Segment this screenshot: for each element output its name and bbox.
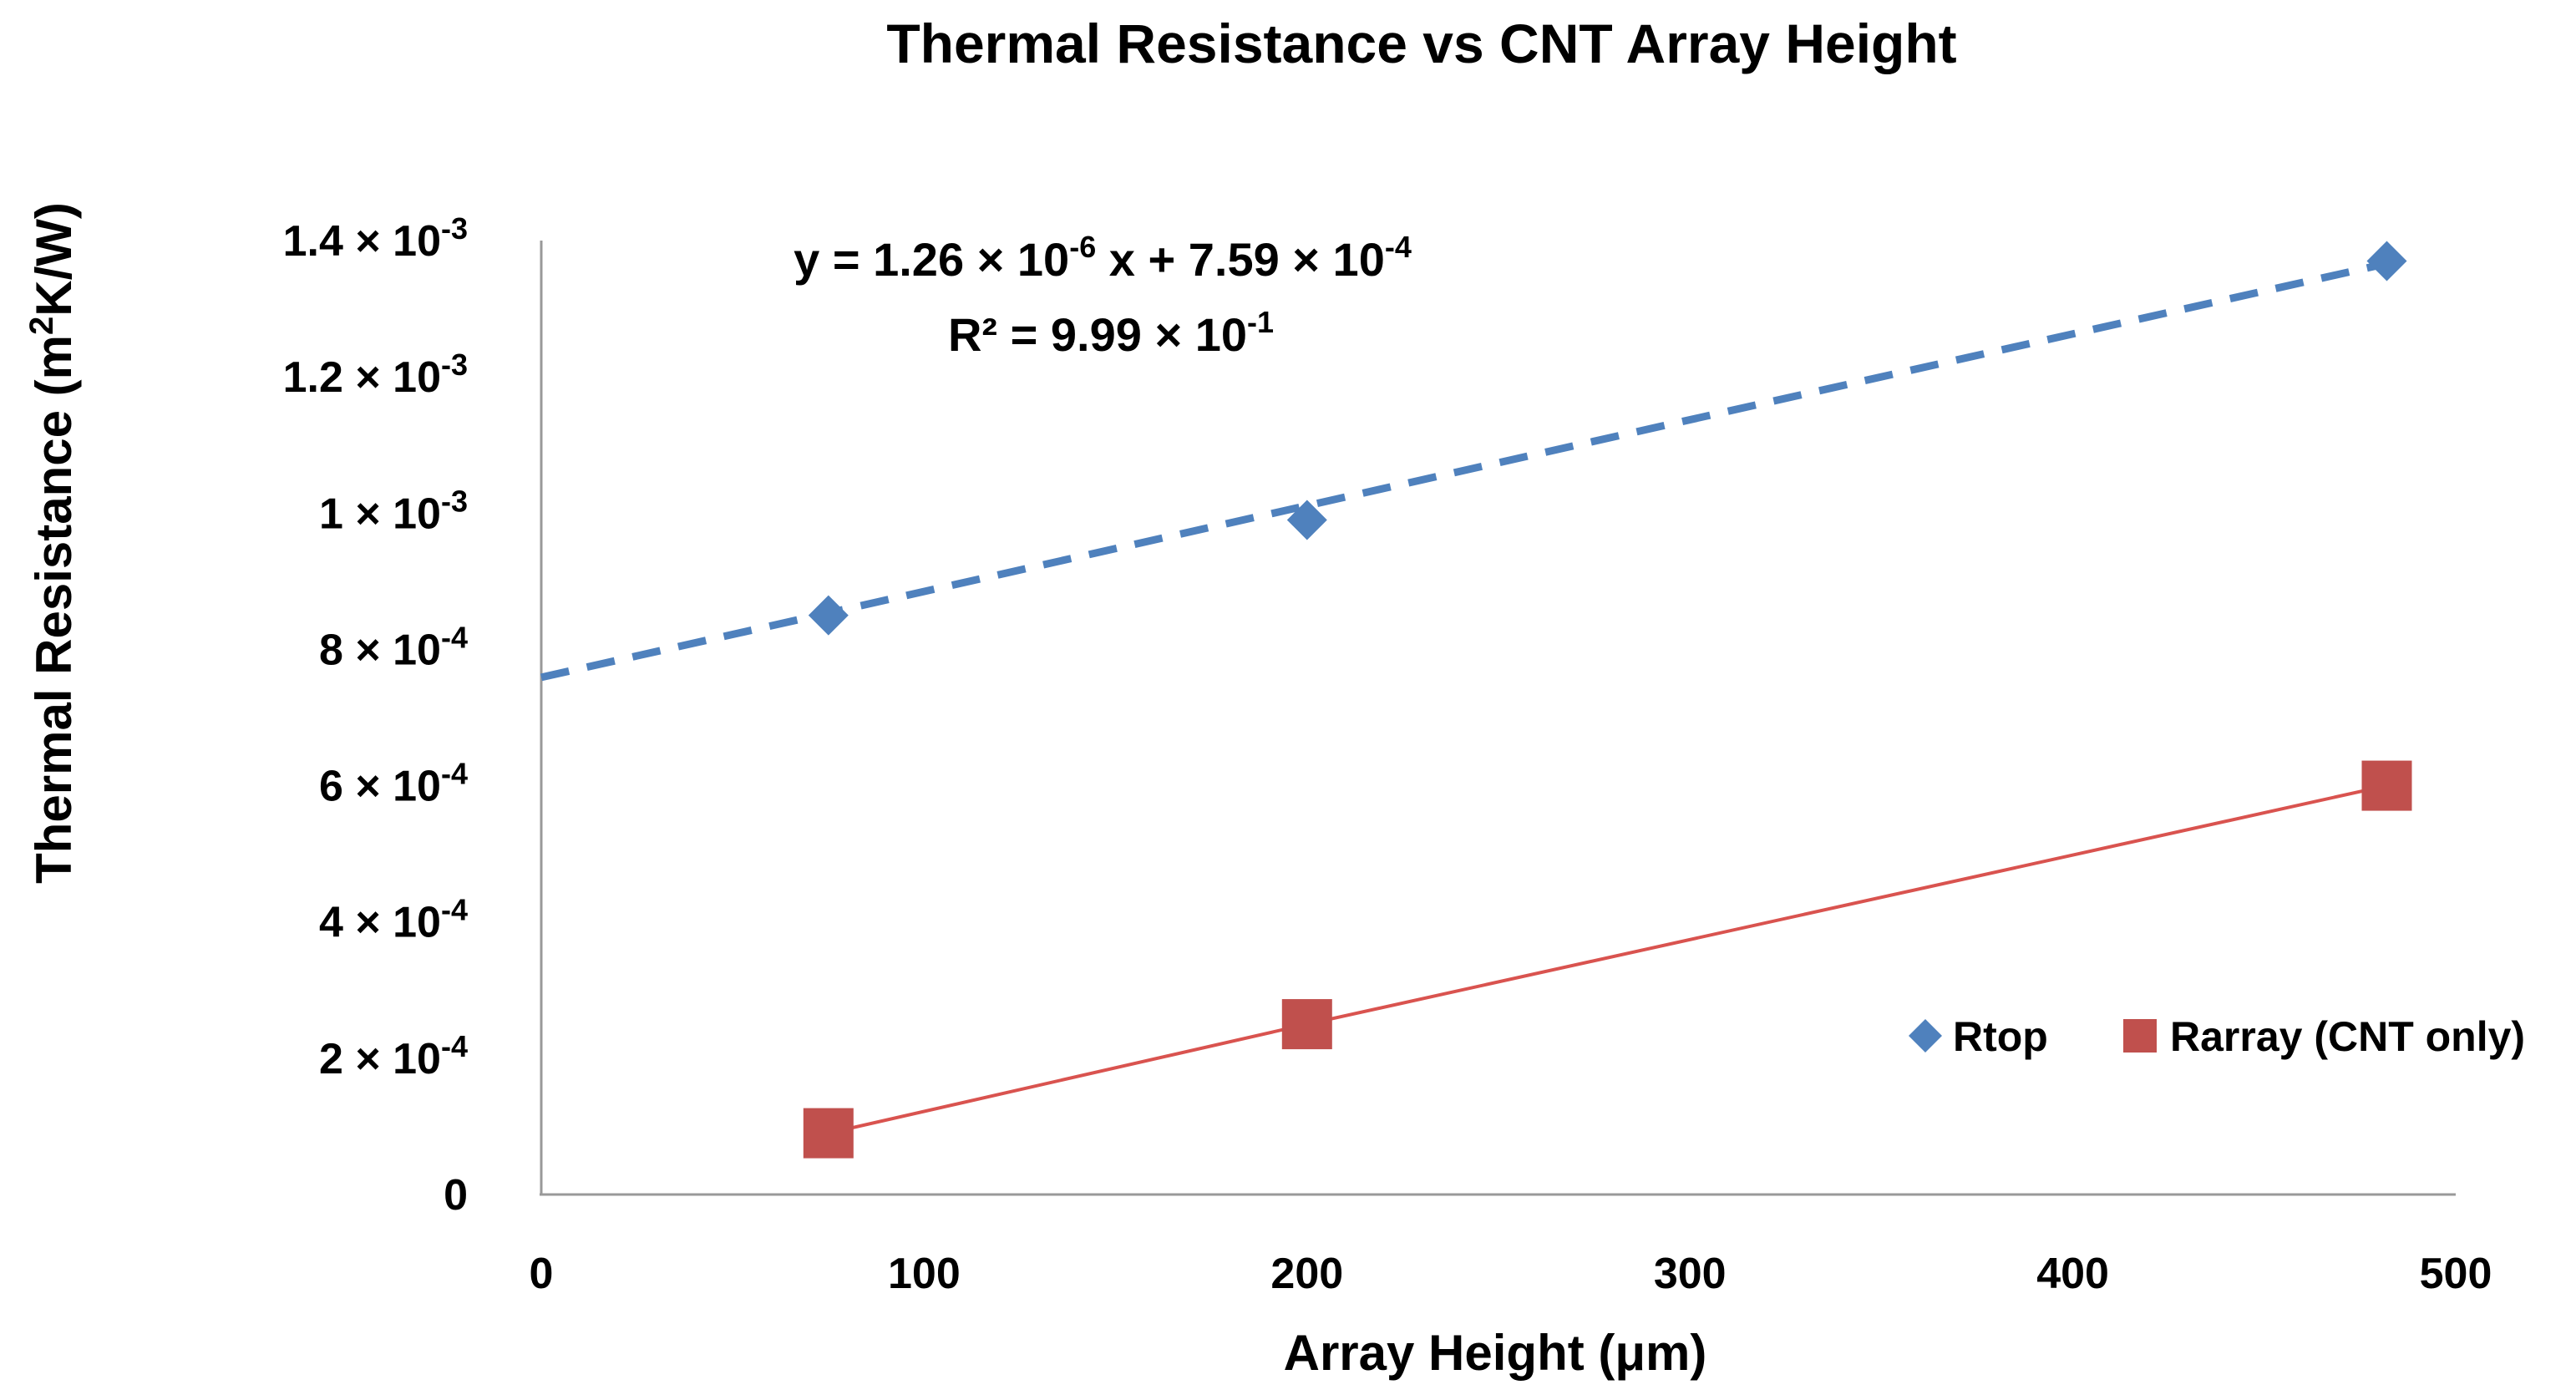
trendline-equation: y = 1.26 × 10-6 x + 7.59 × 10-4 [794, 230, 1412, 286]
y-tick-exponent: -3 [441, 347, 468, 382]
y-tick-label: 1 × 10-3 [319, 484, 468, 538]
y-tick-mantissa: 1 × 10 [319, 489, 441, 538]
y-tick-mantissa: 0 [444, 1171, 468, 1220]
y-tick-labels: 02 × 10-44 × 10-46 × 10-48 × 10-41 × 10-… [283, 211, 468, 1220]
trendline-r-squared: R² = 9.99 × 10-1 [948, 305, 1274, 361]
y-tick-exponent: -3 [441, 484, 468, 518]
x-tick-label: 500 [2420, 1250, 2492, 1298]
series-layer [540, 241, 2412, 1159]
y-tick-exponent: -4 [441, 620, 468, 654]
x-tick-labels: 0 100 200 300 400 500 [530, 1250, 2492, 1298]
rtop-point [1286, 500, 1327, 540]
x-tick-label: 100 [888, 1250, 961, 1298]
equation-exponent1: -6 [1069, 230, 1096, 264]
equation-exponent2: -4 [1385, 230, 1412, 264]
y-tick-mantissa: 6 × 10 [319, 763, 441, 811]
rtop-point [808, 595, 849, 636]
y-tick-label: 4 × 10-4 [319, 893, 468, 947]
y-tick-label: 0 [444, 1171, 468, 1220]
legend-label-rtop: Rtop [1953, 1013, 2048, 1060]
rarray-point [803, 1108, 854, 1159]
rtop-point [2366, 241, 2407, 282]
rtop-trendline [540, 260, 2388, 682]
r2-part1: R² = 9.99 × 10 [948, 308, 1247, 361]
y-axis-title-part1: Thermal Resistance (m [26, 335, 82, 884]
legend-marker-rarray [2123, 1019, 2157, 1053]
rarray-line [828, 784, 2387, 1135]
x-tick-label: 200 [1270, 1250, 1343, 1298]
y-tick-exponent: -4 [441, 757, 468, 791]
y-axis-title-part2: K/W) [26, 202, 82, 317]
y-tick-label: 1.2 × 10-3 [283, 347, 468, 402]
legend: Rtop Rarray (CNT only) [1909, 1013, 2525, 1060]
x-axis-title: Array Height (μm) [1284, 1325, 1707, 1381]
equation-part1: y = 1.26 × 10 [794, 233, 1069, 286]
y-axis-title: Thermal Resistance (m2K/W) [23, 202, 82, 884]
y-tick-label: 2 × 10-4 [319, 1029, 468, 1083]
rarray-point [1281, 999, 1332, 1050]
x-tick-label: 400 [2036, 1250, 2109, 1298]
y-tick-mantissa: 4 × 10 [319, 899, 441, 947]
y-axis-title-superscript: 2 [23, 317, 60, 335]
y-tick-mantissa: 1.4 × 10 [283, 217, 441, 266]
y-tick-mantissa: 1.2 × 10 [283, 353, 441, 402]
legend-label-rarray: Rarray (CNT only) [2170, 1013, 2525, 1060]
legend-marker-rtop [1909, 1019, 1942, 1053]
y-tick-exponent: -4 [441, 893, 468, 927]
y-tick-exponent: -4 [441, 1029, 468, 1063]
chart-title: Thermal Resistance vs CNT Array Height [886, 13, 1956, 74]
rarray-point [2361, 760, 2412, 811]
y-tick-label: 1.4 × 10-3 [283, 211, 468, 266]
x-tick-label: 0 [530, 1250, 554, 1298]
equation-part2: x + 7.59 × 10 [1096, 233, 1385, 286]
r2-exponent: -1 [1247, 305, 1274, 339]
y-tick-label: 6 × 10-4 [319, 757, 468, 811]
y-tick-mantissa: 8 × 10 [319, 626, 441, 674]
y-tick-mantissa: 2 × 10 [319, 1035, 441, 1083]
x-tick-label: 300 [1654, 1250, 1727, 1298]
y-tick-exponent: -3 [441, 211, 468, 246]
y-tick-label: 8 × 10-4 [319, 620, 468, 674]
